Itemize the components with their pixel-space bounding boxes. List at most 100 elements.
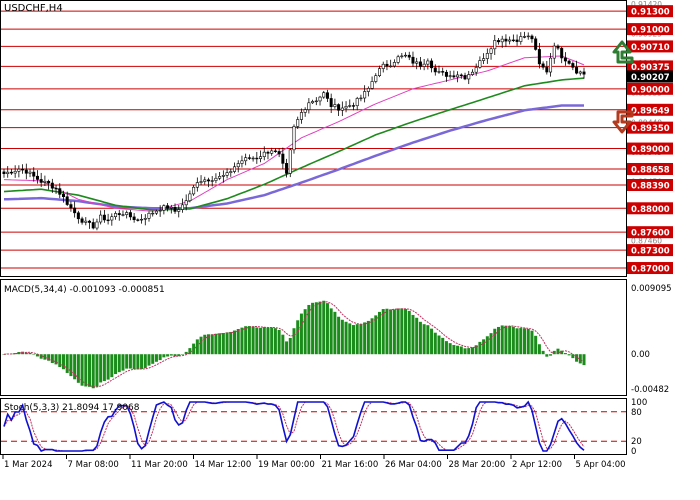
level-label-box (627, 103, 673, 116)
macd-bar (552, 350, 556, 355)
candle-body (184, 200, 188, 206)
candle-body (270, 150, 274, 154)
candle-body (441, 71, 445, 73)
candle-body (299, 112, 303, 120)
level-label: 0.90375 (631, 63, 670, 73)
candle-body (523, 36, 527, 38)
macd-bar (430, 328, 434, 355)
candle-body (13, 170, 17, 174)
macd-bar (69, 354, 73, 377)
macd-bar (482, 339, 486, 355)
macd-bar (270, 327, 274, 355)
candle-body (500, 38, 504, 43)
candle-body (370, 81, 374, 89)
candle-body (456, 74, 460, 78)
macd-bar (32, 354, 36, 355)
macd-bar (437, 335, 441, 355)
candle-body (337, 104, 341, 111)
stoch-label: Stoch(5,3,3) 21.8094 17.9068 (4, 403, 140, 413)
macd-bar (206, 334, 210, 355)
level-label: 0.90710 (631, 43, 670, 53)
candle-body (359, 97, 363, 100)
candle-body (154, 210, 158, 214)
macd-bar (299, 313, 303, 355)
price-panel: 0.914200.909250.904300.899350.894400.889… (0, 0, 673, 277)
candle-body (162, 205, 166, 211)
time-label: 7 Mar 08:00 (68, 460, 119, 470)
macd-bar (143, 354, 147, 369)
macd-bar (325, 303, 329, 355)
candle-body (374, 75, 378, 82)
candle-body (166, 205, 170, 209)
macd-bar (500, 325, 504, 355)
stoch-tick-label: 100 (631, 398, 647, 408)
candle-body (556, 45, 560, 49)
macd-bar (444, 341, 448, 355)
candle-body (325, 92, 329, 99)
candle-body (65, 196, 69, 205)
time-axis: 1 Mar 2024 7 Mar 08:00 11 Mar 20:00 14 Mar … (2, 455, 626, 470)
candle-body (69, 204, 73, 209)
macd-bar (173, 354, 177, 357)
macd-bar (147, 354, 151, 366)
candle-body (195, 182, 199, 188)
candle-body (2, 171, 6, 174)
macd-bar (259, 327, 263, 355)
level-label: 0.88390 (631, 181, 670, 191)
stoch-tick-label: 80 (631, 408, 642, 418)
candle-body (526, 35, 530, 38)
candle-body (496, 40, 500, 43)
macd-bar (296, 320, 300, 355)
candle-body (400, 55, 404, 58)
candle-body (24, 169, 28, 174)
candle-body (575, 67, 579, 74)
candle-body (143, 218, 147, 220)
candle-body (355, 98, 359, 107)
macd-bar (184, 351, 188, 355)
candle-body (303, 109, 307, 113)
macd-bar (303, 309, 307, 355)
candle-body (128, 212, 132, 218)
macd-bar (17, 352, 21, 355)
macd-bar (240, 327, 244, 355)
candle-body (214, 177, 218, 181)
macd-bar (285, 341, 289, 355)
candle-body (314, 100, 318, 103)
candle-body (35, 175, 39, 180)
macd-panel: MACD(5,34,4) -0.001093 -0.000851 0.00909… (0, 279, 672, 396)
candle-body (459, 74, 463, 77)
macd-bar (348, 323, 352, 355)
macd-bar (128, 354, 132, 369)
macd-bar (121, 354, 125, 371)
candle-body (578, 71, 582, 74)
macd-bar (344, 321, 348, 355)
candle-body (366, 88, 370, 92)
macd-bar (266, 327, 270, 355)
macd-bar (136, 354, 140, 370)
macd-bar (218, 333, 222, 355)
macd-bar (337, 316, 341, 355)
level-label: 0.87300 (631, 247, 670, 257)
level-label: 0.87600 (631, 229, 670, 239)
candle-body (117, 213, 121, 216)
macd-bar (355, 324, 359, 355)
candle-body (552, 45, 556, 59)
macd-bar (203, 334, 207, 355)
level-label-box (627, 23, 673, 36)
candle-body (549, 57, 553, 73)
macd-bar (106, 354, 110, 380)
candle-body (114, 213, 118, 218)
candle-body (322, 92, 326, 98)
candle-body (340, 107, 344, 111)
macd-bar (340, 319, 344, 355)
macd-bar (359, 324, 363, 355)
macd-bar (244, 326, 248, 355)
candle-body (508, 39, 512, 42)
macd-bar (277, 329, 281, 355)
symbol-label: USDCHF,H4 (4, 3, 63, 14)
candle-body (76, 212, 80, 220)
macd-bar (288, 337, 292, 355)
price-panel-frame (0, 0, 627, 277)
level-label: 0.91000 (631, 26, 670, 36)
